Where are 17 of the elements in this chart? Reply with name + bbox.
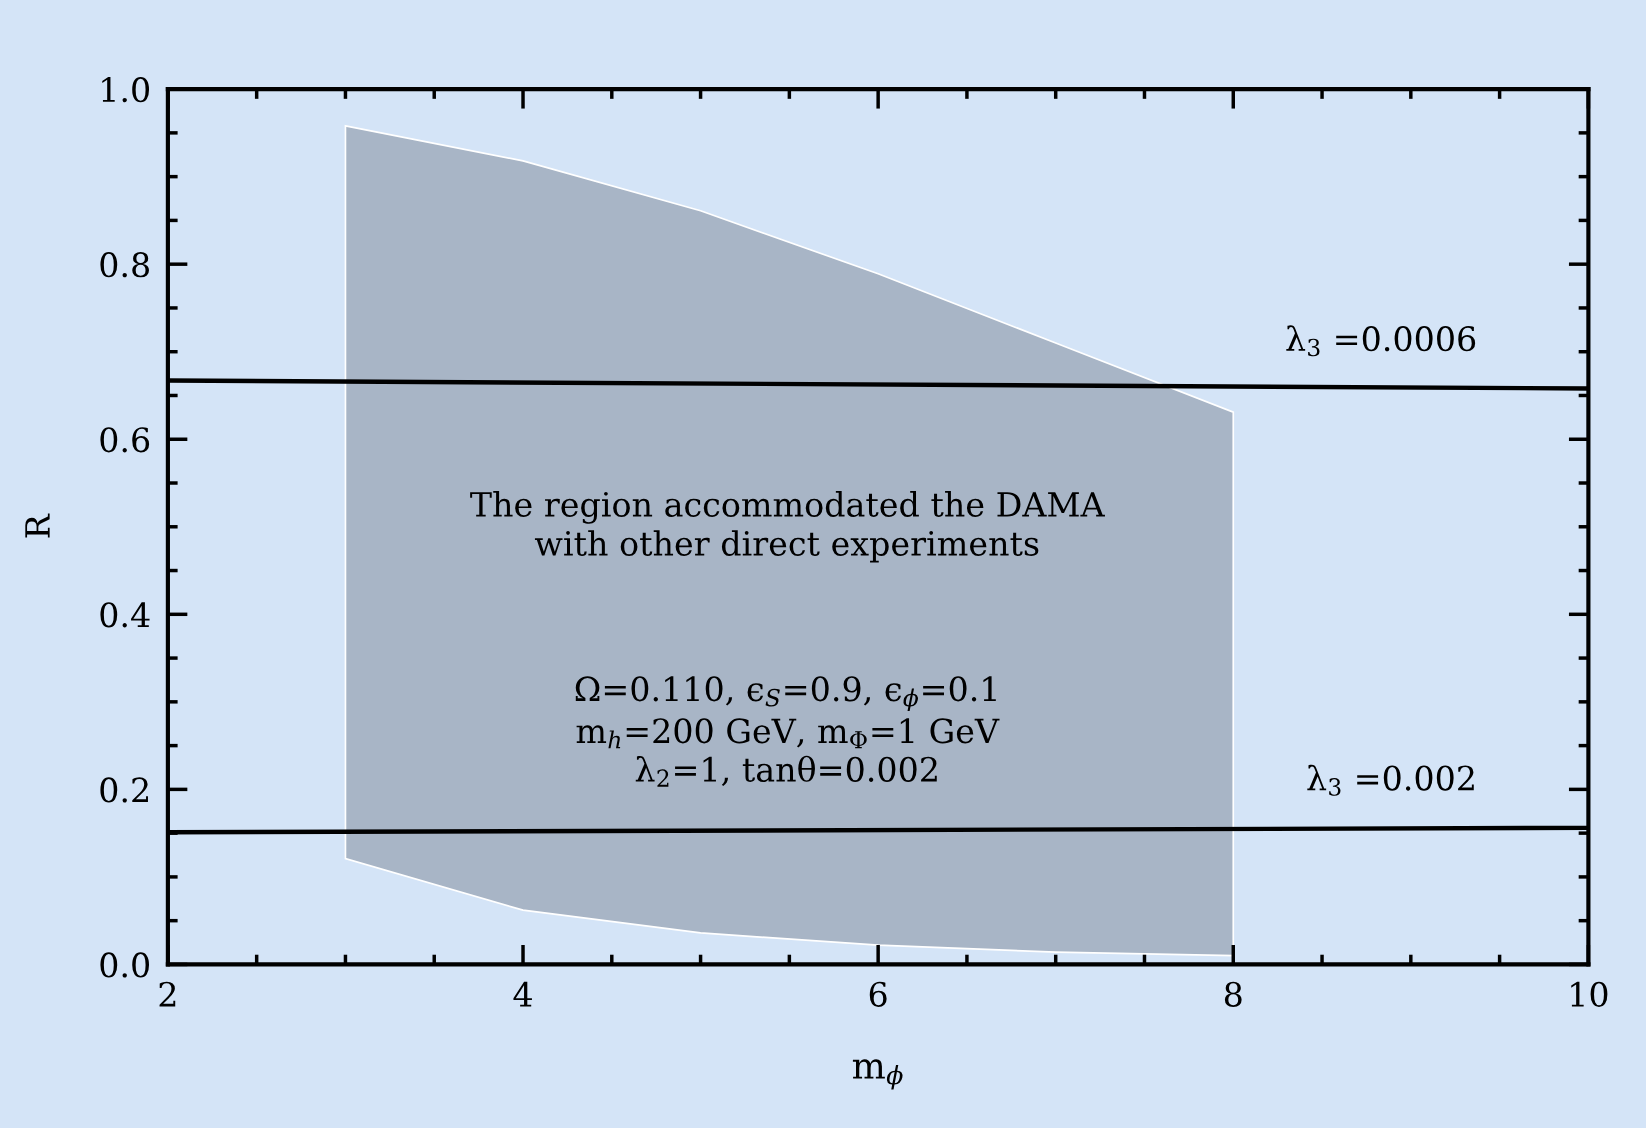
- y-tick-label: 0.4: [100, 602, 150, 628]
- y-tick-label: 1.0: [102, 77, 150, 103]
- x-tick-label: 8: [1224, 981, 1242, 1007]
- x-tick-label: 4: [513, 981, 532, 1007]
- annotation: The region accommodated the DAMA with other direct experiments: [470, 491, 1105, 563]
- y-axis-title: R: [25, 513, 50, 538]
- y-tick-label: 0.8: [100, 252, 149, 278]
- y-tick-label: 0.2: [100, 777, 148, 803]
- y-tick-label: 0.6: [100, 427, 150, 453]
- y-tick-label: 0.0: [100, 952, 150, 978]
- x-tick-label: 6: [869, 981, 887, 1007]
- series-label: λ$_{3}$ =0.002: [1307, 764, 1474, 796]
- text: Ω=0.110, ϵ$_{S}$=0.9, ϵ$_{ϕ}$=0.1 m$_{h}$=200 GeV, m$_{Φ}$=1 GeV λ$_{2}$=1, tanθ=0.002: [575, 676, 1000, 787]
- x-tick-label: 10: [1571, 981, 1608, 1007]
- x-axis-title: m$_{ϕ}$: [852, 1059, 903, 1090]
- x-tick-label: 2: [159, 981, 176, 1007]
- series-label: λ$_{3}$ =0.0006: [1286, 325, 1476, 357]
